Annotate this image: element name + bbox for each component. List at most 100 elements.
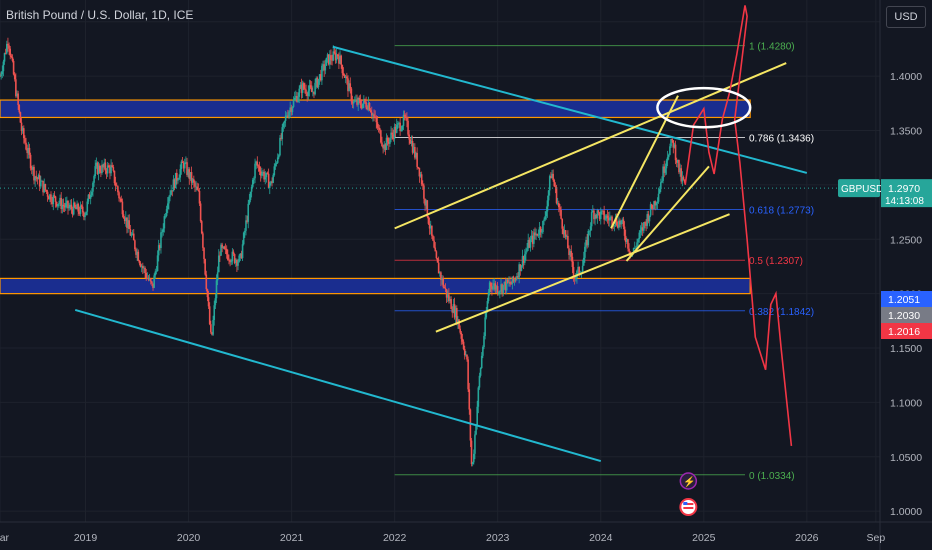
- time-tick-label: 2024: [589, 532, 613, 544]
- candle-body: [27, 147, 30, 154]
- candle-body: [627, 239, 629, 249]
- candle-body: [416, 152, 418, 167]
- candle-body: [159, 245, 161, 248]
- candle-body: [292, 99, 295, 107]
- candle-body: [450, 299, 452, 310]
- candle-body: [673, 144, 676, 148]
- candle-body: [153, 275, 155, 288]
- candle-body: [129, 228, 132, 236]
- candle-body: [465, 354, 467, 356]
- candle-body: [425, 200, 427, 206]
- candle-body: [653, 201, 655, 210]
- candle-body: [605, 215, 608, 219]
- candle-body: [38, 175, 41, 187]
- candle-body: [182, 162, 185, 169]
- candle-body: [208, 306, 211, 325]
- candle-body: [571, 256, 574, 268]
- candle-body: [47, 196, 50, 200]
- price-tag: [881, 291, 932, 307]
- candle-body: [239, 253, 242, 256]
- candle-body: [173, 179, 176, 189]
- candle-body: [50, 194, 52, 202]
- candle-body: [392, 134, 395, 139]
- candle-body: [7, 43, 9, 46]
- candle-body: [97, 165, 100, 174]
- candle-body: [177, 179, 179, 181]
- candle-body: [240, 253, 243, 259]
- candle-body: [365, 102, 367, 108]
- candle-body: [21, 128, 24, 131]
- candle-body: [393, 126, 396, 139]
- candle-body: [263, 171, 265, 180]
- candle-body: [472, 453, 475, 463]
- symbol-title: British Pound / U.S. Dollar, 1D, ICE: [6, 8, 194, 22]
- candle-body: [125, 217, 127, 222]
- candle-body: [402, 114, 405, 126]
- candle-body: [3, 53, 6, 62]
- candle-body: [251, 179, 254, 187]
- candle-body: [637, 239, 639, 243]
- candle-body: [530, 235, 533, 240]
- candle-body: [563, 230, 566, 235]
- candle-body: [585, 239, 587, 247]
- candle-body: [364, 99, 366, 103]
- candle-body: [35, 176, 38, 178]
- candle-body: [74, 202, 76, 207]
- candle-body: [387, 141, 390, 144]
- candle-body: [469, 409, 472, 441]
- price-tag-label: 1.2016: [888, 326, 920, 338]
- candle-body: [149, 278, 152, 282]
- candle-body: [675, 160, 678, 163]
- candle-body: [234, 260, 237, 264]
- candle-body: [372, 114, 374, 116]
- candle-body: [458, 319, 460, 329]
- candle-body: [510, 283, 513, 285]
- candle-body: [674, 144, 677, 161]
- candle-body: [15, 79, 17, 97]
- candle-body: [602, 210, 604, 212]
- candle-body: [648, 215, 651, 222]
- candle-body: [25, 142, 27, 150]
- current-price-value: 1.2970: [888, 183, 920, 195]
- candle-body: [145, 272, 148, 279]
- candle-body: [652, 208, 654, 210]
- projection-path: [684, 5, 793, 446]
- candle-body: [257, 165, 260, 167]
- fib-level-label: 0.5 (1.2307): [749, 256, 803, 267]
- candle-body: [522, 256, 525, 263]
- price-tag: [881, 307, 932, 323]
- candle-body: [511, 276, 514, 285]
- candle-body: [582, 257, 585, 266]
- candle-body: [76, 203, 78, 210]
- candle-body: [555, 187, 558, 204]
- candle-body: [52, 195, 55, 205]
- candle-body: [110, 165, 112, 174]
- candle-body: [475, 424, 477, 435]
- candle-body: [0, 76, 1, 77]
- candle-body: [83, 212, 85, 218]
- candle-body: [60, 197, 63, 209]
- price-tag: [881, 323, 932, 339]
- candle-body: [171, 190, 174, 192]
- candle-body: [146, 277, 149, 279]
- candle-body: [408, 134, 410, 140]
- flag-stripe: [683, 507, 694, 509]
- candle-body: [556, 203, 559, 204]
- candle-body: [409, 139, 412, 144]
- candle-body: [386, 137, 389, 142]
- candle-body: [550, 176, 552, 179]
- candle-body: [315, 77, 318, 83]
- price-tick-label: 1.2500: [890, 234, 922, 246]
- candle-body: [505, 279, 508, 291]
- candle-body: [484, 317, 486, 337]
- candle-body: [471, 462, 474, 465]
- candle-body: [117, 186, 119, 193]
- currency-button[interactable]: USD: [886, 6, 926, 28]
- candle-body: [224, 248, 227, 250]
- candle-body: [385, 137, 388, 150]
- candle-body: [463, 348, 466, 356]
- candle-body: [507, 279, 509, 283]
- candle-body: [63, 206, 66, 208]
